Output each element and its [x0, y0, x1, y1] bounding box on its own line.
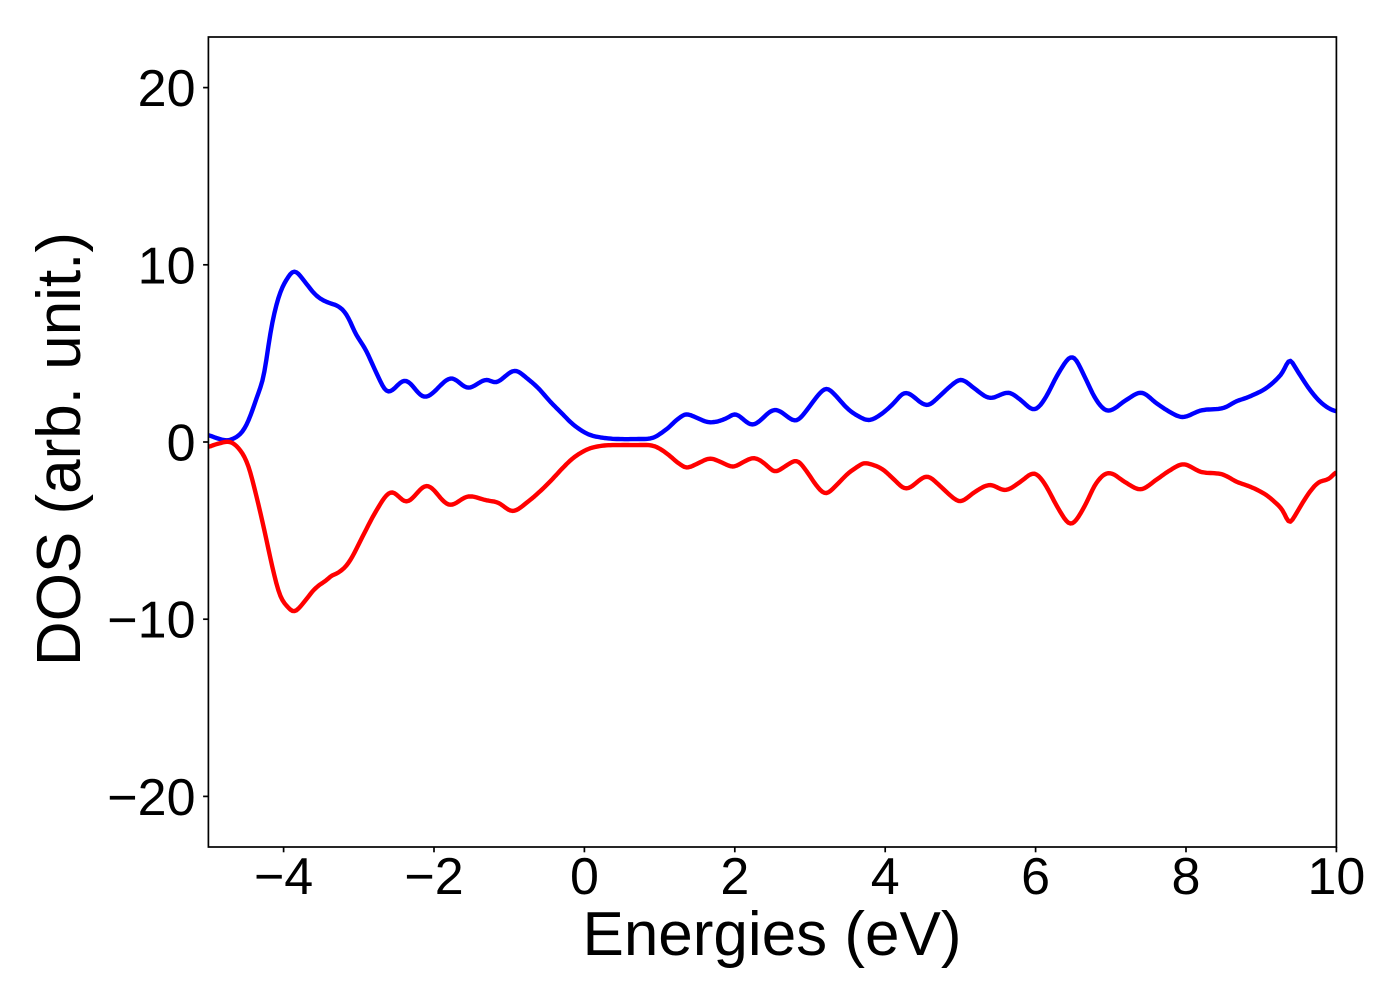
svg-text:4: 4	[871, 848, 900, 906]
svg-text:6: 6	[1021, 848, 1050, 906]
svg-text:Energies (eV): Energies (eV)	[582, 900, 961, 969]
svg-text:10: 10	[1307, 848, 1365, 906]
svg-text:0: 0	[570, 848, 599, 906]
svg-text:8: 8	[1172, 848, 1201, 906]
svg-text:−10: −10	[107, 592, 195, 650]
svg-text:20: 20	[138, 60, 196, 118]
svg-text:−4: −4	[254, 848, 313, 906]
svg-text:0: 0	[167, 415, 196, 473]
svg-text:10: 10	[138, 237, 196, 295]
svg-text:−2: −2	[404, 848, 463, 906]
svg-text:DOS (arb. unit.): DOS (arb. unit.)	[25, 232, 94, 666]
svg-text:−20: −20	[107, 769, 195, 827]
svg-text:2: 2	[720, 848, 749, 906]
